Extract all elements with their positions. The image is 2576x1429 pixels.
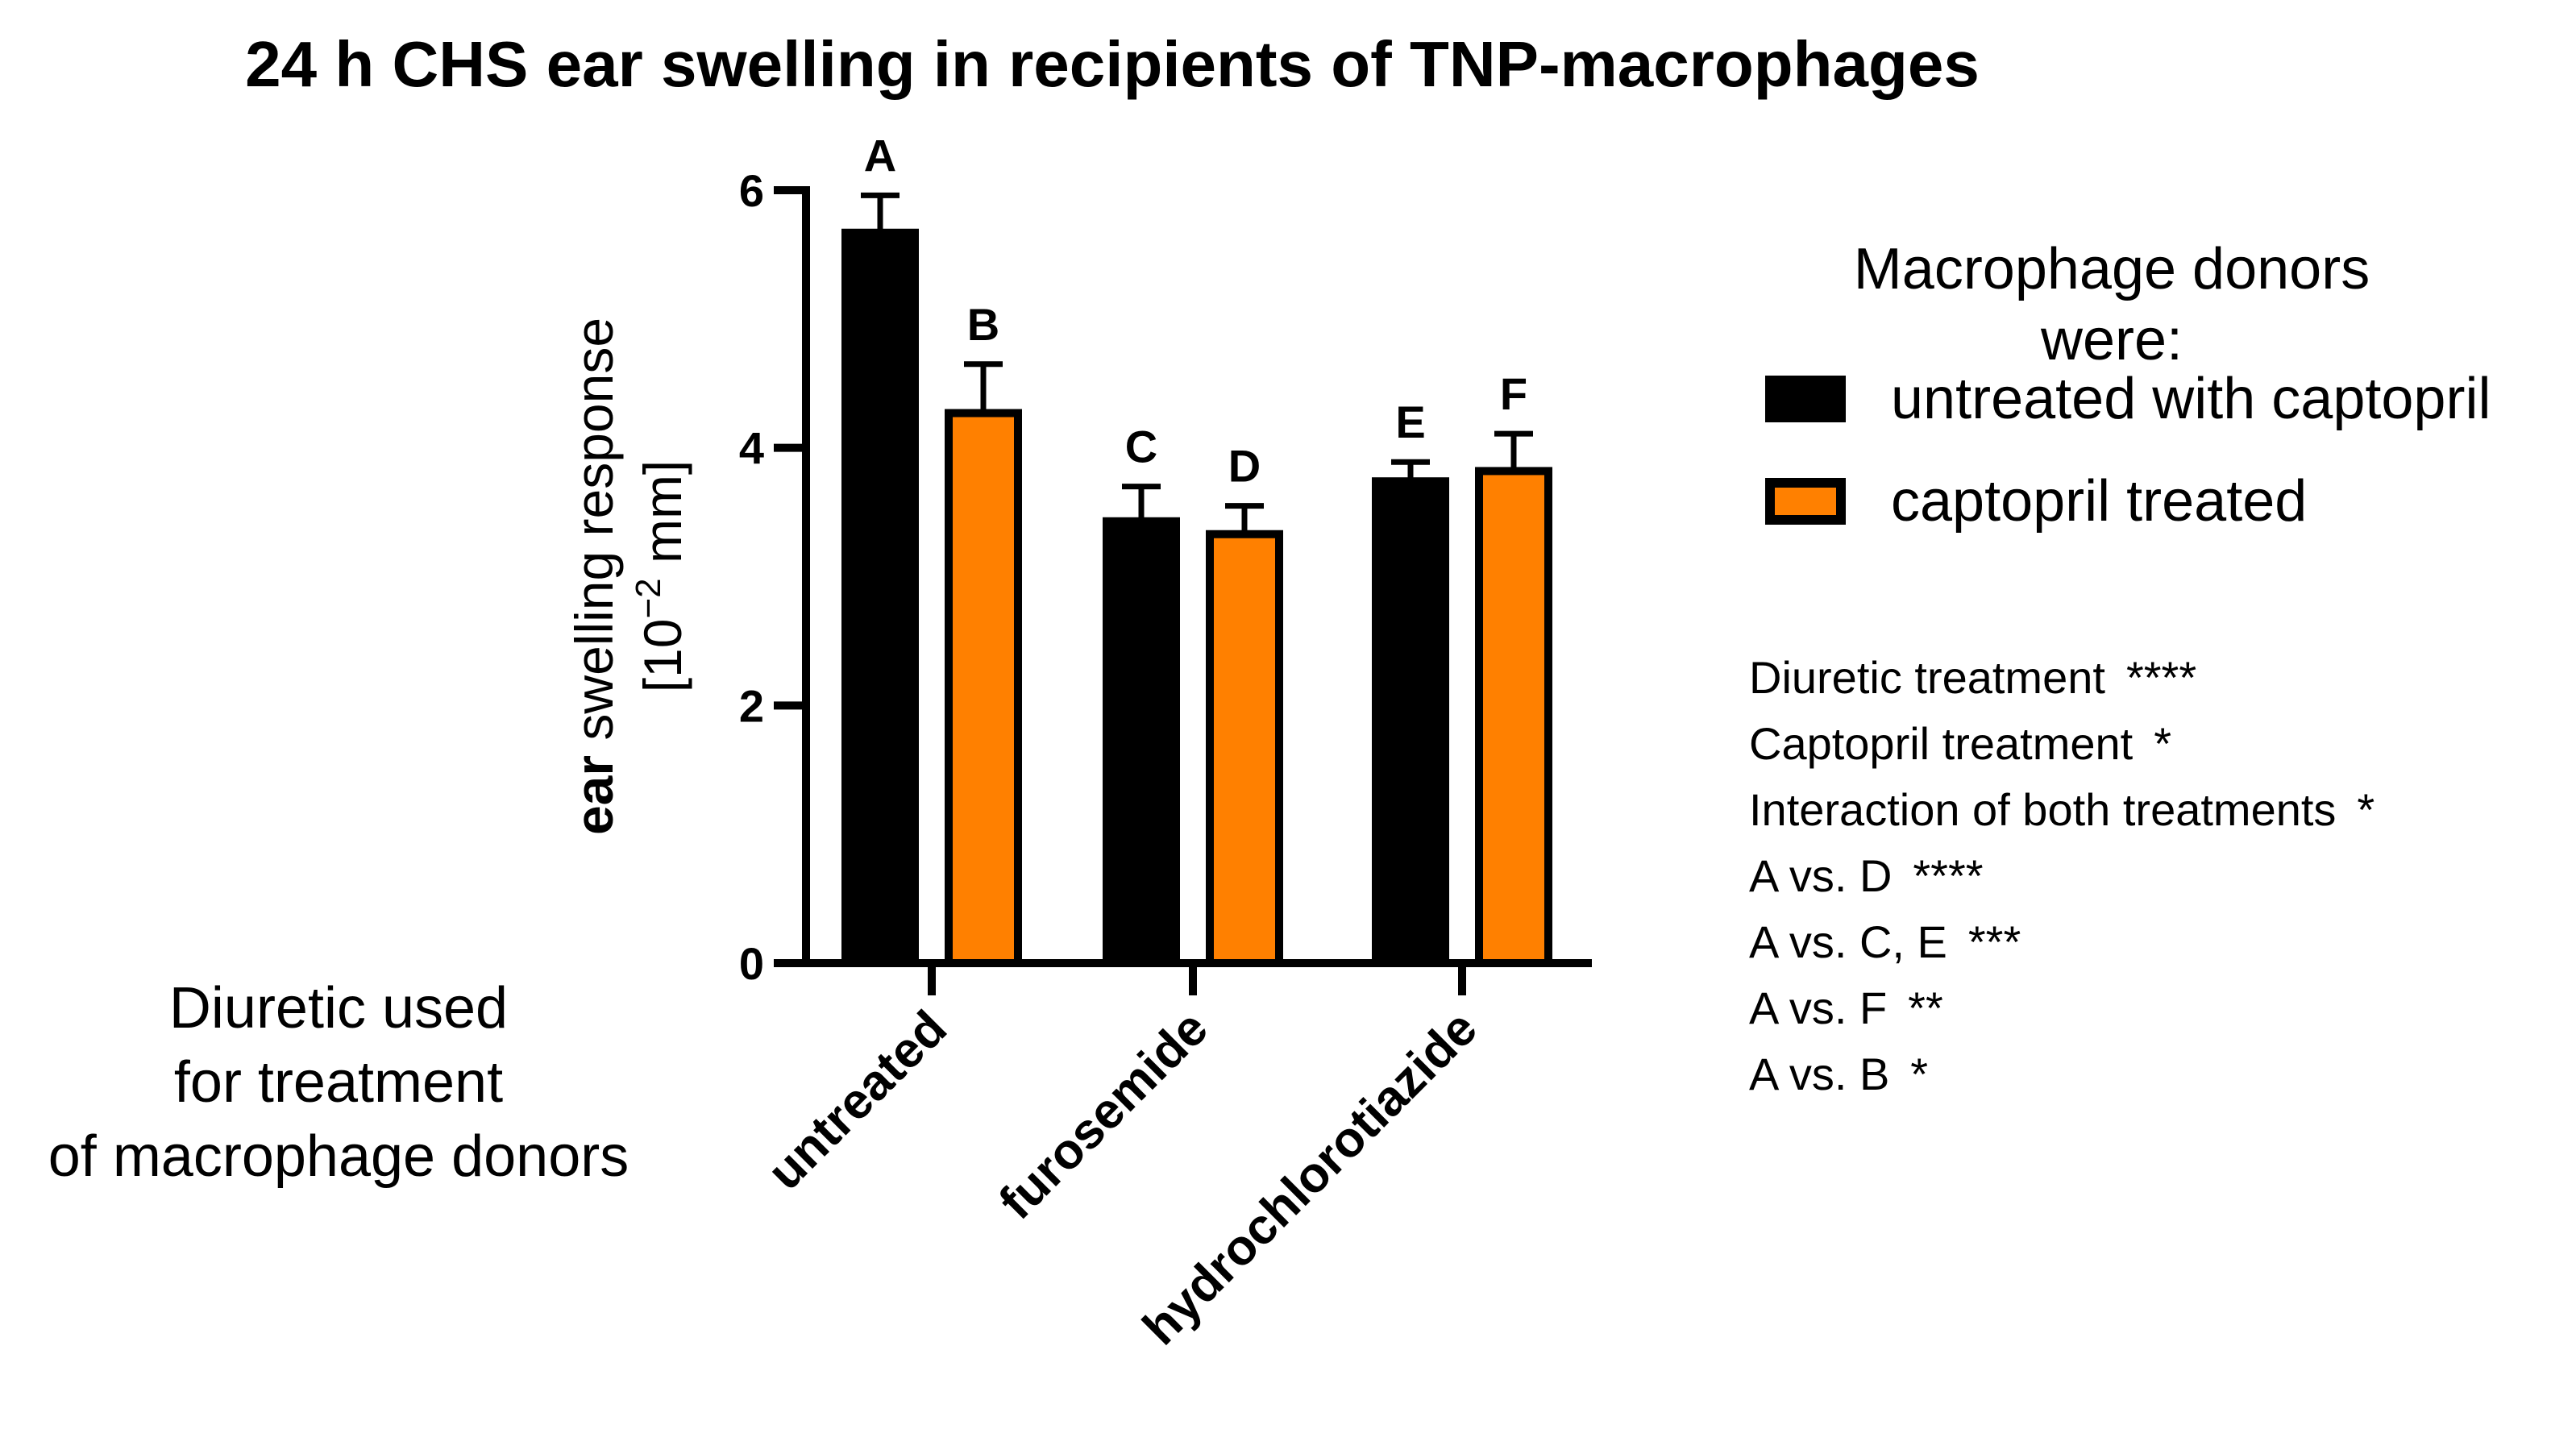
stat-line: A vs. B * [1749, 1041, 2374, 1107]
y-tick-label: 4 [739, 423, 764, 474]
stat-significance: * [2357, 784, 2375, 835]
stat-significance: *** [1967, 916, 2021, 967]
legend-title: Macrophage donors were: [1741, 234, 2483, 376]
stat-label: Diuretic treatment [1749, 652, 2105, 703]
stat-line: Interaction of both treatments * [1749, 777, 2374, 843]
bar-captopril-treated [945, 409, 1022, 967]
y-tick-label: 2 [739, 680, 764, 731]
stat-significance: * [1910, 1049, 1929, 1099]
x-axis-label-line-3: of macrophage donors [48, 1124, 629, 1189]
bar-letter-label: C [1125, 422, 1157, 472]
legend-title-line-1: Macrophage donors [1853, 237, 2370, 301]
legend-label-untreated: untreated with captopril [1891, 367, 2491, 431]
bar-untreated-with-captopril [1103, 517, 1180, 967]
stat-label: A vs. C, E [1749, 916, 1947, 967]
x-tick-label: untreated [757, 1000, 958, 1201]
stat-line: Diuretic treatment **** [1749, 645, 2374, 711]
stat-line: A vs. D **** [1749, 843, 2374, 909]
stat-label: A vs. F [1749, 982, 1888, 1033]
bar-untreated-with-captopril [1372, 477, 1449, 967]
stat-label: Captopril treatment [1749, 718, 2134, 769]
y-axis-unit-open: [10 [633, 619, 692, 693]
stat-significance: ** [1908, 982, 1943, 1033]
y-axis-label-rest: swelling response [564, 318, 624, 755]
x-axis-label-line-2: for treatment [173, 1050, 504, 1115]
stat-label: Interaction of both treatments [1749, 784, 2337, 835]
bar-letter-label: B [967, 299, 999, 350]
y-tick-label: 6 [739, 165, 764, 216]
x-tick-label: furosemide [989, 1000, 1219, 1230]
legend-item-untreated: untreated with captopril [1765, 367, 2491, 431]
bar-letter-label: E [1395, 397, 1425, 447]
y-axis-label: ear swelling response [564, 318, 624, 835]
stat-significance: **** [2125, 652, 2197, 703]
legend-title-line-2: were: [2040, 308, 2183, 372]
y-axis-unit-close: mm] [633, 460, 692, 579]
bar-letter-label: F [1500, 368, 1527, 419]
legend-label-captopril: captopril treated [1891, 469, 2308, 534]
legend-swatch-untreated [1765, 376, 1846, 422]
x-axis-label-line-1: Diuretic used [168, 976, 509, 1041]
legend-swatch-captopril [1765, 478, 1846, 525]
stat-line: Captopril treatment * [1749, 711, 2374, 777]
bar-letter-label: D [1228, 441, 1261, 492]
bar-letter-label: A [864, 130, 896, 181]
stat-label: A vs. B [1749, 1049, 1890, 1099]
stat-line: A vs. C, E *** [1749, 909, 2374, 975]
x-axis-label: Diuretic used for treatment of macrophag… [0, 971, 677, 1194]
y-axis-unit: [10−2 mm] [629, 460, 692, 693]
chart-title: 24 h CHS ear swelling in recipients of T… [245, 28, 1980, 100]
bar-captopril-treated [1475, 467, 1552, 967]
stats-annotations: Diuretic treatment **** Captopril treatme… [1749, 645, 2374, 1107]
stat-significance: **** [1913, 850, 1984, 901]
stat-significance: * [2154, 718, 2172, 769]
y-axis-label-bold: ear [564, 755, 624, 835]
stat-line: A vs. F ** [1749, 975, 2374, 1041]
stat-label: A vs. D [1749, 850, 1893, 901]
bar-captopril-treated [1206, 530, 1283, 967]
legend-item-captopril: captopril treated [1765, 469, 2307, 534]
y-tick-label: 0 [739, 938, 764, 989]
bar-untreated-with-captopril [841, 228, 919, 967]
y-axis-unit-exponent: −2 [629, 578, 668, 618]
